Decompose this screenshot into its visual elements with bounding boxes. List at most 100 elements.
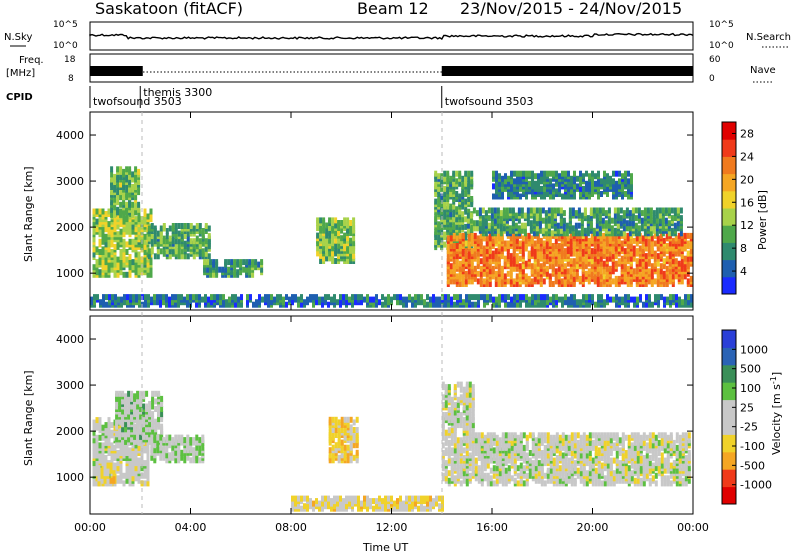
power-cell [113,196,117,203]
power-cell [180,248,184,255]
power-cell [602,268,606,275]
power-cell [134,216,138,223]
power-cell [466,227,470,234]
power-cell [134,194,138,201]
power-cell [569,248,573,255]
power-cell [569,237,573,244]
power-cell [119,194,123,201]
power-cell [180,223,184,229]
power-cell [360,294,363,301]
power-cell [653,260,657,267]
power-cell [520,222,524,229]
velocity-cell [159,444,163,451]
power-cell [147,225,151,232]
power-cell [143,218,147,225]
power-cell [168,296,171,303]
power-cell [321,296,324,303]
power-cell [662,245,666,252]
velocity-cell [501,475,505,482]
power-cell [476,258,480,265]
power-cell [325,237,329,244]
power-cell [596,245,600,252]
velocity-cell [131,442,135,449]
power-cell [533,240,537,247]
power-cell [225,299,228,306]
power-cell [134,166,138,173]
power-cell [322,217,326,224]
velocity-cell [486,462,490,469]
power-cell [113,221,117,228]
power-cell [548,255,552,262]
power-cell [434,228,438,235]
power-cell [585,180,588,187]
power-cell [616,212,620,219]
power-cell [602,245,606,252]
power-cell [488,232,492,239]
power-cell [529,220,533,227]
power-colorbar-tick-label-3: 16 [740,196,754,209]
power-cell [649,207,653,214]
velocity-cell [110,422,114,429]
power-cell [116,173,120,180]
velocity-cell [525,434,529,441]
velocity-cell [528,450,532,456]
power-cell [497,268,501,275]
velocity-cell [498,457,502,464]
power-cell [510,170,513,177]
power-cell [107,238,111,245]
power-cell [657,294,660,301]
power-cell [540,301,543,308]
power-cell [594,180,597,187]
power-cell [452,170,456,177]
power-cell [593,240,597,247]
power-cell [461,216,465,223]
velocity-cell [540,465,544,472]
power-cell [312,294,315,301]
power-cell [122,199,126,206]
noise-sky-label: N.Sky [4,32,32,43]
power-cell [337,247,341,254]
power-cell [614,235,618,242]
power-cell [543,170,546,177]
velocity-cell [334,447,338,454]
power-cell [618,178,621,185]
power-cell [207,233,211,240]
power-cell [575,253,579,260]
power-cell [642,301,645,308]
velocity-cell [513,465,517,472]
power-cell [551,243,555,249]
power-cell [665,243,669,249]
power-cell [168,235,172,242]
power-cell [546,170,549,177]
power-cell [260,259,264,266]
velocity-cell [504,467,508,474]
power-cell [128,221,132,228]
power-colorbar-tick-label-0: 4 [740,265,747,278]
velocity-cell [106,470,110,477]
power-cell [587,248,591,255]
power-cell [119,166,123,173]
velocity-cell [153,434,157,441]
velocity-cell [480,432,484,439]
power-colorbar-swatch [722,190,736,209]
power-cell [558,191,561,197]
power-cell [536,270,540,277]
power-cell [599,281,603,287]
power-cell [119,249,123,255]
power-cell [291,299,294,306]
power-cell [615,180,618,187]
velocity-cell [124,421,128,428]
power-cell [131,223,135,230]
power-cell [113,209,117,216]
power-cell [525,193,528,200]
power-cell [572,270,576,277]
power-cell [95,246,99,253]
power-cell [128,166,132,173]
power-cell [622,210,626,217]
power-cell [465,301,468,308]
power-cell [626,265,630,272]
power-cell [538,227,542,234]
power-ylabel: Slant Range [km] [22,166,35,262]
power-cell [652,210,656,217]
power-cell [438,296,441,303]
